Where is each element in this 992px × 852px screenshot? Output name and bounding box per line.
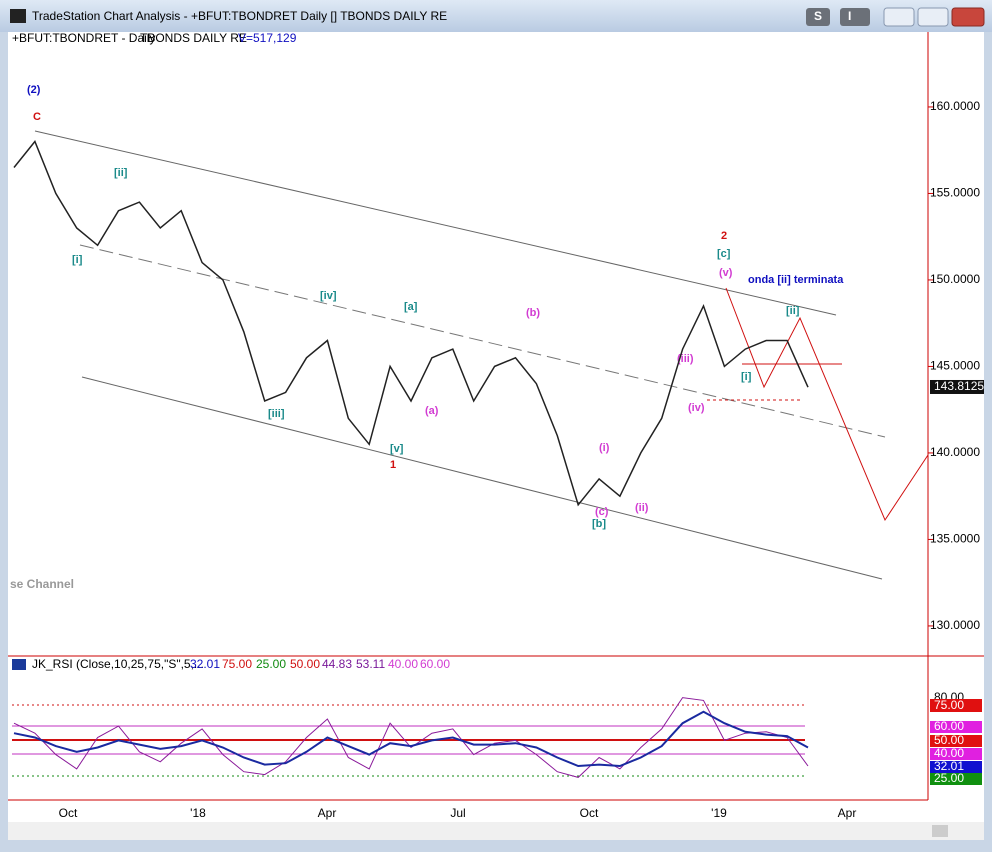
rsi-fast [13,697,809,778]
x-label: Apr [318,806,337,820]
rsi-axis-label: 40.00 [934,746,964,760]
y-tick-label: 150.0000 [930,272,980,286]
rsi-legend: JK_RSI (Close,10,25,75,"S",5,... [32,657,204,671]
app-icon [10,9,26,23]
annotation: (c) [595,506,609,518]
channel-lower [81,376,883,580]
annotation: [ii] [786,305,800,317]
y-tick-label: 130.0000 [930,618,980,632]
annotation: [i] [741,371,752,383]
annotation: [v] [390,443,404,455]
annotation: C [33,111,41,123]
x-label: '19 [711,806,727,820]
last-price-label: 143.8125 [934,379,984,393]
y-tick-label: 160.0000 [930,99,980,113]
rsi-badge [930,748,982,760]
last-price-badge [930,379,984,394]
i-button[interactable] [840,8,870,26]
chart-area [8,32,984,822]
annotation: [i] [72,254,83,266]
rsi-axis-label: 50.00 [934,733,964,747]
minimize-button[interactable] [883,7,915,27]
rsi-badge [930,699,982,712]
annotation: onda [ii] terminata [748,274,844,286]
annotation: (2) [27,84,41,96]
rsi-legend: 75.00 [222,657,252,671]
scrollbar[interactable] [8,822,984,840]
annotation: 2 [721,230,727,242]
annotation: (b) [526,307,540,319]
x-label: Jul [450,806,465,820]
projection [725,287,929,522]
rsi-legend: 44.83 [322,657,352,671]
y-tick-label: 135.0000 [930,532,980,546]
annotation: (ii) [635,502,649,514]
header-volume: V=517,129 [238,31,297,45]
s-button-label[interactable]: S [814,9,822,23]
annotation: 1 [390,459,396,471]
header-name: TBONDS DAILY RE [140,31,247,45]
header-symbol: +BFUT:TBONDRET - Daily [12,31,155,45]
annotation: (iv) [688,402,705,414]
annotation: [b] [592,518,606,530]
scroll-thumb[interactable] [932,825,948,837]
price-line [13,140,809,507]
annotation: [iii] [268,408,285,420]
x-label: Apr [838,806,857,820]
x-label: Oct [59,806,78,820]
maximize-button[interactable] [917,7,949,27]
rsi-legend: 60.00 [420,657,450,671]
rsi-legend: 50.00 [290,657,320,671]
rsi-axis-label: 60.00 [934,719,964,733]
annotation: [ii] [114,167,128,179]
window-title: TradeStation Chart Analysis - +BFUT:TBON… [32,9,447,23]
annotation: se Channel [10,577,74,591]
x-label: '18 [190,806,206,820]
channel-upper [34,130,837,316]
annotation: [c] [717,248,731,260]
annotation: [iv] [320,290,337,302]
channel-middle [79,244,886,438]
rsi-badge [930,761,982,773]
x-label: Oct [580,806,599,820]
rsi-legend: 32.01 [190,657,220,671]
rsi-badge [930,773,982,785]
i-button-label[interactable]: I [848,9,851,23]
rsi-legend: 53.11 [356,657,385,671]
rsi-icon [12,659,26,670]
annotation: (v) [719,267,733,279]
rsi-legend: 40.00 [388,657,418,671]
annotation: (a) [425,405,439,417]
rsi-legend: 25.00 [256,657,286,671]
y-tick-label: 155.0000 [930,186,980,200]
rsi-axis-label: 32.01 [934,759,964,773]
close-button[interactable] [951,7,985,27]
y-tick-label: 140.0000 [930,445,980,459]
s-button[interactable] [806,8,830,26]
rsi-badge [930,721,982,733]
y-tick-label: 145.0000 [930,359,980,373]
annotation: [a] [404,301,418,313]
rsi-badge [930,735,982,747]
annotation: (i) [599,442,610,454]
rsi-axis-label: 25.00 [934,771,964,785]
rsi-axis-label: 75.00 [934,698,964,712]
rsi-slow [13,710,809,768]
